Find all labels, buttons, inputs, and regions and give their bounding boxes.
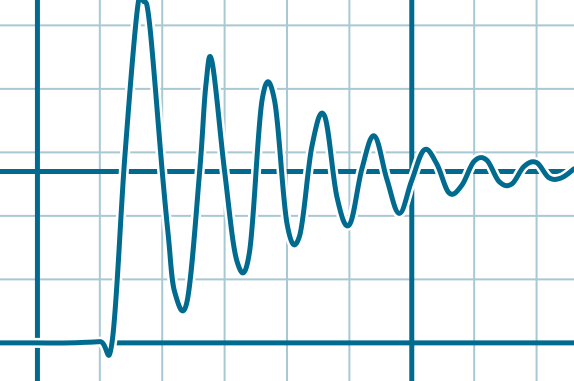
- series-line-0: [0, 0, 574, 358]
- series-layer: [0, 0, 574, 358]
